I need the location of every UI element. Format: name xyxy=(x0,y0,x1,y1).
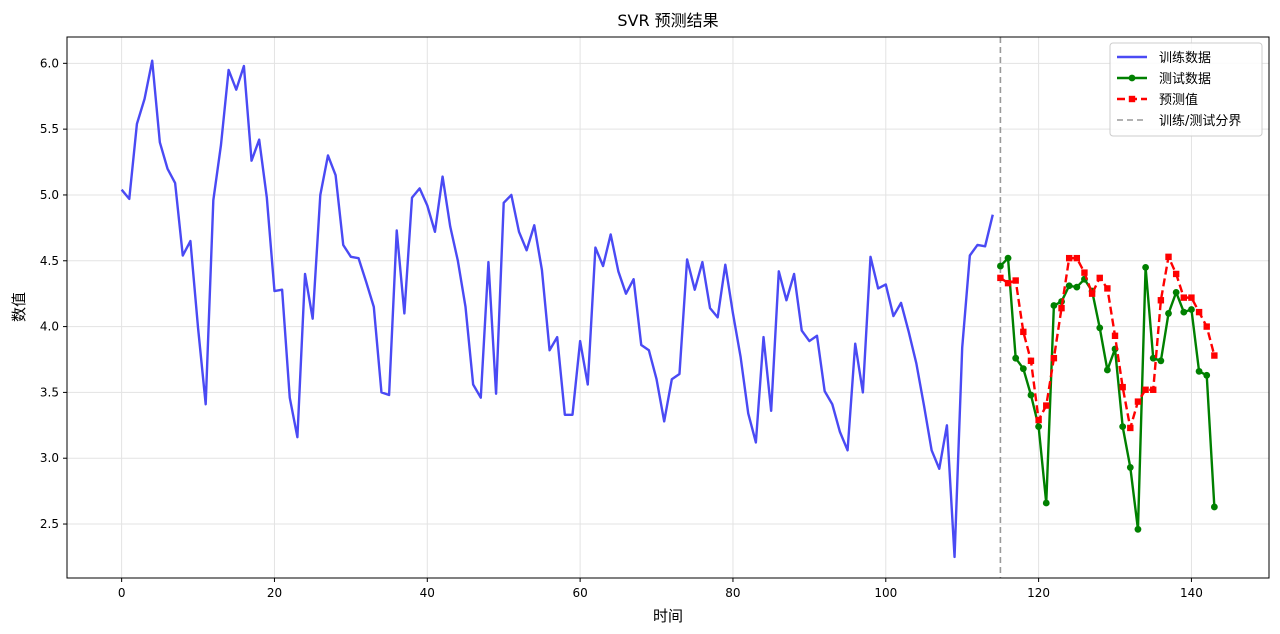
data-point xyxy=(1043,402,1050,409)
data-point xyxy=(1157,357,1165,365)
data-point xyxy=(1027,391,1035,399)
legend-label: 训练数据 xyxy=(1159,51,1211,66)
data-point xyxy=(1126,464,1134,471)
y-tick-label: 4.0 xyxy=(40,320,59,334)
data-point xyxy=(1103,366,1111,374)
data-point xyxy=(1019,365,1027,373)
y-tick-label: 4.5 xyxy=(40,254,59,268)
data-point xyxy=(1050,302,1058,309)
data-point xyxy=(1165,310,1172,317)
ticks-layer: 0 20 40 60 80 100 120 140 2.5 3.0 3.5 4.0 4.5 5.0 5.5 6… xyxy=(40,56,1203,600)
data-point xyxy=(1119,423,1127,431)
data-point xyxy=(1142,263,1149,271)
data-point xyxy=(1180,308,1188,316)
legend-label: 训练/测试分界 xyxy=(1159,114,1241,129)
legend-item: 测试数据 xyxy=(1117,72,1211,87)
data-point xyxy=(1073,254,1081,262)
data-point xyxy=(997,262,1004,270)
data-point xyxy=(1134,398,1142,405)
legend-label: 预测值 xyxy=(1159,92,1198,108)
data-point xyxy=(1172,288,1180,296)
data-point xyxy=(1073,283,1081,291)
y-tick-label: 3.5 xyxy=(40,385,59,399)
data-point xyxy=(1058,304,1065,312)
legend-marker xyxy=(1128,95,1136,103)
data-point xyxy=(1004,254,1012,262)
data-point xyxy=(1050,354,1058,362)
data-point xyxy=(1035,416,1042,424)
legend-item: 预测值 xyxy=(1117,92,1198,108)
y-tick-label: 5.0 xyxy=(40,188,59,202)
data-point xyxy=(1111,332,1119,340)
chart-title: SVR 预测结果 xyxy=(617,11,718,30)
x-tick-label: 80 xyxy=(725,586,740,600)
legend-item: 训练数据 xyxy=(1117,51,1211,66)
x-tick-label: 0 xyxy=(118,586,126,600)
data-point xyxy=(1165,253,1172,261)
legend-box xyxy=(1109,42,1263,137)
data-point xyxy=(1203,323,1210,330)
data-point xyxy=(1104,285,1111,292)
data-point xyxy=(1035,423,1043,431)
data-point xyxy=(1195,308,1203,316)
x-tick-label: 100 xyxy=(874,586,897,600)
data-point xyxy=(1127,424,1134,432)
y-tick-label: 6.0 xyxy=(40,56,59,70)
data-point xyxy=(1188,294,1195,301)
x-tick-label: 60 xyxy=(572,586,587,600)
y-axis-label: 数值 xyxy=(10,292,28,322)
data-point xyxy=(1157,297,1165,304)
data-point xyxy=(1210,503,1218,511)
series-0 xyxy=(120,59,994,559)
data-point xyxy=(1142,386,1149,393)
data-point xyxy=(1027,357,1035,365)
y-tick-label: 5.5 xyxy=(40,122,59,136)
data-point xyxy=(1203,371,1211,379)
data-point xyxy=(1119,383,1126,391)
x-axis-label: 时间 xyxy=(653,607,683,625)
data-point xyxy=(1195,367,1203,375)
data-point xyxy=(1096,324,1104,332)
y-tick-label: 3.0 xyxy=(40,451,59,465)
series-line xyxy=(120,59,994,559)
data-point xyxy=(1042,499,1050,507)
data-point xyxy=(1134,525,1142,533)
data-point xyxy=(1081,269,1088,276)
data-point xyxy=(1020,328,1027,336)
data-point xyxy=(1096,274,1103,282)
x-tick-label: 20 xyxy=(267,586,282,600)
data-point xyxy=(1172,270,1180,278)
x-tick-label: 120 xyxy=(1027,586,1050,600)
legend-item: 训练/测试分界 xyxy=(1117,114,1241,129)
data-point xyxy=(997,274,1004,282)
data-point xyxy=(1065,254,1073,262)
legend-marker xyxy=(1128,74,1136,82)
plot-frame xyxy=(66,36,1270,579)
data-point xyxy=(1150,386,1157,393)
x-tick-label: 140 xyxy=(1180,586,1203,600)
data-point xyxy=(1211,352,1218,359)
data-point xyxy=(1088,290,1096,297)
data-point xyxy=(1004,279,1012,287)
series-layer xyxy=(120,59,1218,559)
data-point xyxy=(1012,277,1019,284)
y-tick-label: 2.5 xyxy=(40,517,59,531)
data-point xyxy=(1012,354,1020,362)
series-2 xyxy=(997,253,1218,432)
data-point xyxy=(1065,282,1073,290)
x-tick-label: 40 xyxy=(420,586,435,600)
data-point xyxy=(1180,294,1187,301)
legend-label: 测试数据 xyxy=(1159,72,1211,87)
data-point xyxy=(1188,306,1195,313)
